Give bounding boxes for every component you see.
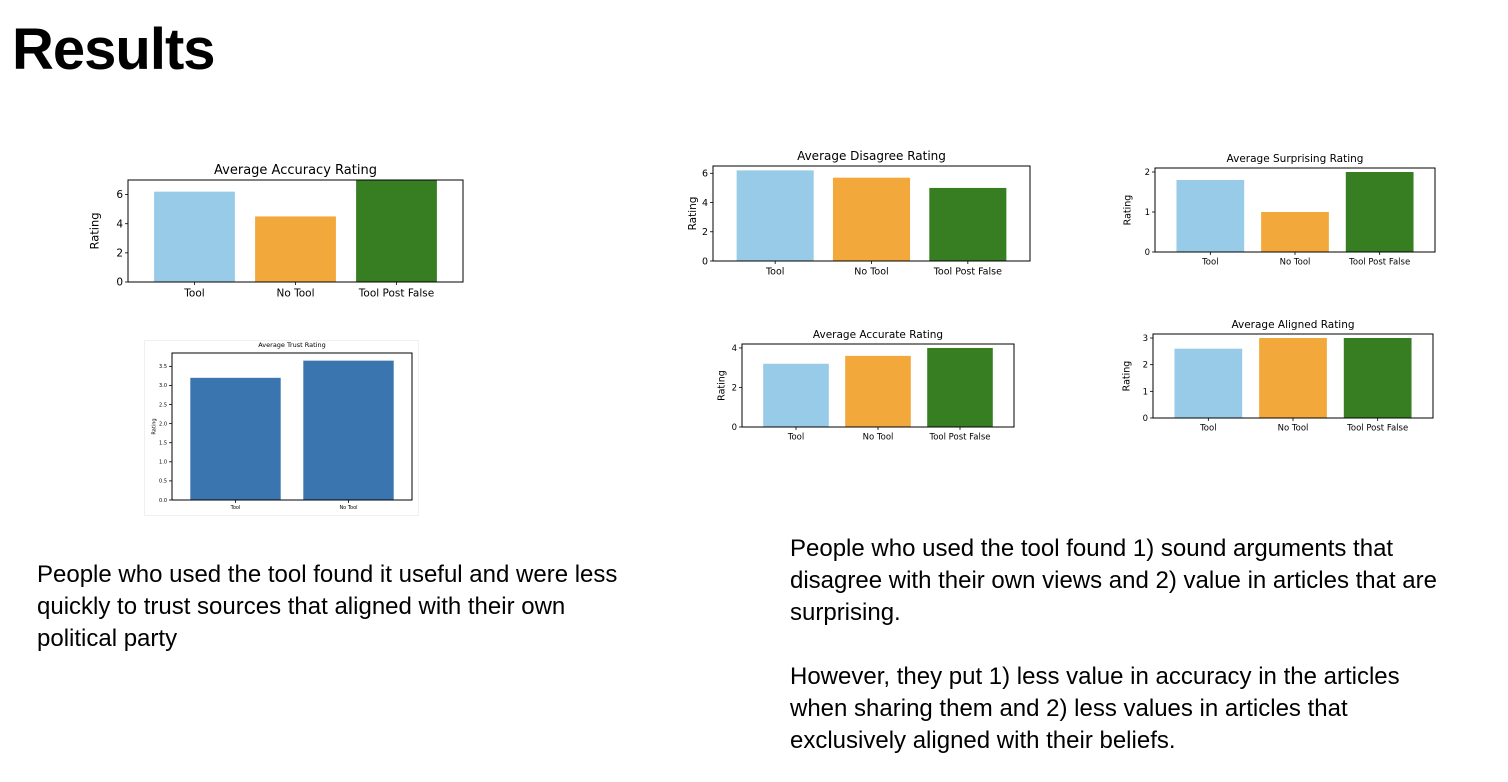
bar-tool	[1176, 180, 1245, 252]
y-axis-label: Rating	[88, 212, 102, 249]
bar-tool	[1174, 348, 1243, 418]
caption-left: People who used the tool found it useful…	[37, 561, 618, 652]
plot-frame	[127, 179, 464, 283]
y-tick-label: 3.0	[159, 383, 167, 389]
bar-tool	[190, 377, 281, 500]
y-tick-label: 3.5	[159, 364, 167, 370]
x-tick-label: No Tool	[1278, 424, 1309, 434]
caption-right-findings: People who used the tool found 1) sound …	[790, 535, 1437, 626]
accurate-chart: Tool No Tool Tool Post False 0 2 4 Average Acc…	[717, 329, 1015, 443]
y-tick-label: 4	[116, 218, 123, 230]
y-tick-label: 2	[116, 248, 123, 260]
bar-tool	[154, 191, 235, 282]
y-tick-label: 2	[1145, 168, 1150, 178]
bar-tool-post-false	[929, 187, 1007, 261]
bar-tool	[763, 363, 829, 427]
caption-right-however: However, they put 1) less value in accur…	[790, 663, 1400, 754]
bar-no-tool	[303, 360, 394, 500]
y-tick-label: 0	[702, 256, 708, 267]
trust-chart: Tool No Tool 0.0 0.5 1.0 1.5 2.0 2.5 3.0 3.5 Avera…	[144, 340, 419, 516]
x-tick-label: Tool	[183, 288, 204, 300]
bar-tool-post-false	[1345, 172, 1414, 252]
y-axis-label: Rating	[717, 370, 728, 401]
bar-no-tool	[255, 216, 336, 282]
x-tick-label: No Tool	[854, 267, 888, 278]
x-tick-label: No Tool	[1280, 258, 1311, 268]
x-tick-label: Tool	[787, 433, 805, 443]
x-tick-label: Tool	[230, 505, 241, 511]
chart-title: Average Accuracy Rating	[214, 163, 377, 178]
y-tick-label: 2	[732, 383, 737, 393]
bar-tool-post-false	[1343, 338, 1412, 418]
y-tick-label: 0	[1145, 248, 1150, 258]
y-tick-label: 0	[1143, 414, 1148, 424]
y-tick-label: 2.5	[159, 402, 167, 408]
x-tick-label: Tool Post False	[933, 267, 1002, 278]
y-tick-label: 2	[702, 227, 708, 238]
slide-title: Results	[12, 17, 216, 82]
aligned-chart: Tool No Tool Tool Post False 0 1 2 3 Average Al…	[1122, 319, 1434, 434]
chart-title: Average Trust Rating	[258, 341, 326, 349]
chart-frame	[144, 340, 419, 516]
bar-no-tool	[1259, 338, 1327, 418]
y-tick-label: 0.0	[159, 498, 167, 504]
x-tick-label: No Tool	[276, 288, 314, 300]
y-tick-label: 4	[702, 198, 708, 209]
chart-title: Average Surprising Rating	[1227, 153, 1364, 165]
y-tick-label: 0.5	[159, 479, 167, 485]
y-tick-label: 1	[1143, 387, 1148, 397]
x-tick-label: Tool Post False	[1346, 424, 1408, 434]
y-axis-label: Rating	[152, 418, 158, 434]
y-tick-label: 1	[1145, 208, 1150, 218]
y-axis-label: Rating	[1123, 195, 1134, 226]
disagree-chart: Tool No Tool Tool Post False 0 2 4 6 Average Di…	[687, 149, 1031, 278]
bar-no-tool	[845, 355, 911, 427]
y-axis-label: Rating	[1122, 361, 1133, 392]
chart-title: Average Aligned Rating	[1231, 319, 1354, 331]
x-tick-label: No Tool	[339, 505, 357, 511]
y-axis-label: Rating	[687, 197, 699, 231]
accuracy-chart: Tool No Tool Tool Post False 0 2 4 6 Average Ac…	[88, 163, 464, 300]
y-tick-label: 4	[732, 344, 737, 354]
bar-tool-post-false	[927, 347, 993, 427]
plot-frame	[171, 352, 413, 501]
y-tick-label: 0	[116, 277, 123, 289]
bar-tool-post-false	[356, 180, 437, 282]
plot-frame	[712, 165, 1031, 262]
x-tick-label: Tool Post False	[1348, 258, 1410, 268]
x-tick-label: Tool Post False	[358, 288, 434, 300]
x-tick-label: Tool	[1199, 424, 1217, 434]
y-tick-label: 2.0	[159, 421, 167, 427]
x-tick-label: Tool	[1201, 258, 1219, 268]
bar-tool	[736, 170, 814, 261]
y-tick-label: 1.0	[159, 460, 167, 466]
x-tick-label: No Tool	[863, 433, 894, 443]
y-tick-label: 3	[1143, 334, 1148, 344]
plot-frame	[1152, 333, 1434, 419]
bar-no-tool	[1261, 212, 1329, 252]
x-tick-label: Tool	[765, 267, 784, 278]
surprising-chart: Tool No Tool Tool Post False 0 1 2 Average Sur…	[1123, 153, 1436, 268]
y-tick-label: 1.5	[159, 440, 167, 446]
chart-title: Average Disagree Rating	[797, 149, 946, 163]
y-tick-label: 0	[732, 423, 737, 433]
chart-title: Average Accurate Rating	[813, 329, 943, 341]
y-tick-label: 6	[116, 189, 123, 201]
y-tick-label: 2	[1143, 361, 1148, 371]
y-tick-label: 6	[702, 169, 708, 180]
plot-frame	[1154, 167, 1436, 253]
x-tick-label: Tool Post False	[928, 433, 990, 443]
bar-no-tool	[832, 177, 911, 261]
plot-frame	[741, 343, 1015, 428]
